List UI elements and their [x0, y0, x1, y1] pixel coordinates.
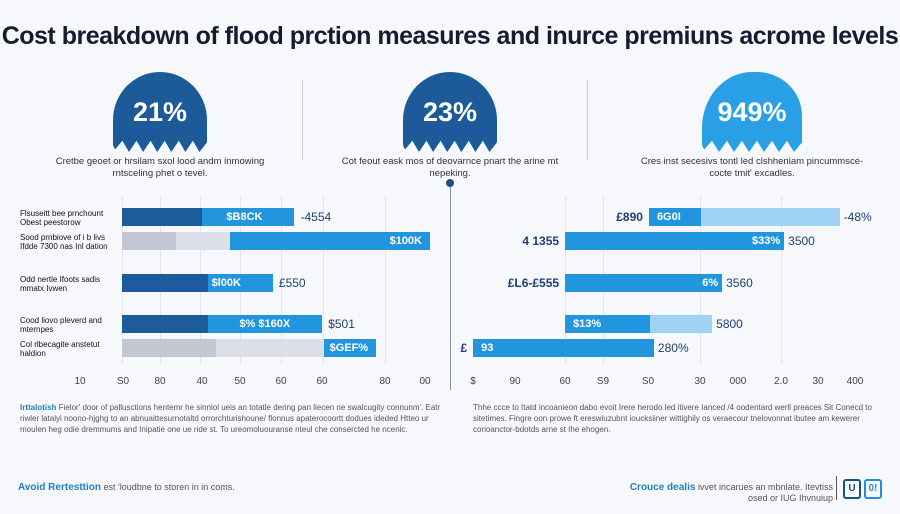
calendar-icon: U — [843, 479, 861, 499]
bar-total-label: 5800 — [716, 317, 743, 331]
x-tick-label: 90 — [509, 376, 521, 387]
stat-1-badge: 21% — [113, 72, 207, 152]
stat-1: 21% Cretbe geoet or hrsilam sxol lood an… — [40, 72, 280, 180]
page-title: Cost breakdown of flood prction measures… — [1, 22, 899, 50]
x-tick-label: S0 — [116, 376, 130, 387]
bar-segment — [565, 315, 651, 333]
bar-segment — [215, 339, 324, 357]
footer-right: Crouce dealis ivvet incarues an mbnlate.… — [628, 482, 833, 504]
x-tick-label: $ — [470, 376, 476, 387]
center-divider — [450, 186, 451, 390]
bar-segment — [565, 232, 785, 250]
x-tick-label: 80 — [379, 376, 391, 387]
bar-total-label: -48% — [843, 210, 872, 224]
stat-1-caption: Cretbe geoet or hrsilam sxol lood andm i… — [55, 156, 265, 179]
clock-icon: 0! — [864, 479, 882, 499]
left-note: Irttalotish Fielor' door of pallusctions… — [20, 402, 450, 435]
x-tick-label: 60 — [559, 376, 571, 387]
x-tick-label: 30 — [694, 376, 706, 387]
bar-segment — [473, 339, 654, 357]
row-label: Sood prnbiove of i b livs Ifdde 7300 nas… — [20, 233, 108, 251]
bar-value-label: $l00K — [211, 277, 241, 289]
x-tick-label: 2.0 — [774, 376, 788, 387]
stat-3-badge: 949% — [702, 72, 802, 152]
bar-value-label: $B8CK — [226, 211, 263, 223]
bar-value-label: $33% — [752, 235, 781, 247]
stat-2: 23% Cot feout eask mos of deovarnce pnar… — [330, 72, 570, 180]
bar-value-label: $100K — [389, 235, 422, 247]
bar-total-label: £550 — [278, 276, 306, 290]
bar-segment — [208, 274, 273, 292]
footer-left-lead: Avoid Rertesttion — [18, 482, 101, 493]
gridline — [385, 195, 386, 365]
x-tick-label: 00 — [419, 376, 431, 387]
bar-total-label: 3560 — [726, 276, 753, 290]
x-tick-label: S9 — [596, 376, 610, 387]
row-label: Flsuseitt bee prnchount Obest peestorow — [20, 209, 104, 227]
footer-left: Avoid Rertesttion est 'loudbne to storen… — [18, 482, 235, 493]
x-tick-label: 400 — [846, 376, 864, 387]
bar-segment — [202, 208, 295, 226]
bar-value-label: $GEF% — [329, 342, 369, 354]
bar-segment — [323, 339, 377, 357]
bar-total-label: -4554 — [300, 210, 332, 224]
row-label: Odd nertle Ifoots sadis mmatx Ivwen — [20, 275, 101, 293]
left-note-lead: Irttalotish — [20, 403, 57, 412]
bar-segment — [565, 274, 723, 292]
x-tick-label: 60 — [316, 376, 328, 387]
gridline — [281, 195, 282, 365]
gridline — [781, 195, 782, 365]
bar-value-label: $% $160X — [239, 318, 291, 330]
bar-value-label: 6G0I — [656, 211, 681, 223]
bar-segment — [175, 232, 230, 250]
footer-right-lead: Crouce dealis — [629, 482, 696, 493]
stat-2-caption: Cot feout eask mos of deovarnce pnart th… — [341, 156, 559, 179]
stat-3: 949% Cres inst secesivs tontl led clshhe… — [632, 72, 872, 180]
divider — [587, 80, 588, 160]
x-tick-label: 30 — [812, 376, 824, 387]
bar-value-label: 6% — [702, 277, 719, 289]
bar-left-label: 4 1355 — [522, 234, 560, 248]
gridline — [323, 195, 324, 365]
row-label: Col rlbecagite anstetut haldion — [20, 340, 100, 358]
bar-value-label: $13% — [573, 318, 602, 330]
bar-left-label: £L6-£555 — [507, 276, 560, 290]
bar-segment — [122, 274, 209, 292]
bar-segment — [648, 208, 702, 226]
bar-total-label: $501 — [328, 317, 355, 331]
bar-segment — [122, 208, 203, 226]
bar-total-label: 280% — [657, 341, 689, 355]
x-tick-label: S0 — [641, 376, 655, 387]
right-note: Thhe ccce to Itatd incoanieon dabo evoit… — [473, 403, 872, 434]
bar-segment — [122, 232, 176, 250]
x-tick-label: 40 — [196, 376, 208, 387]
footer-divider — [836, 476, 837, 500]
left-note-text: Fielor' door of pallusctions hentemr he … — [20, 403, 441, 434]
divider-dot — [446, 179, 454, 187]
x-tick-label: 10 — [74, 376, 86, 387]
bar-segment — [208, 315, 323, 333]
stat-2-badge: 23% — [403, 72, 497, 152]
bar-segment — [701, 208, 840, 226]
bar-segment — [650, 315, 713, 333]
footer-left-text: est 'loudbne to storen in in coms. — [103, 482, 235, 492]
x-tick-label: 80 — [154, 376, 166, 387]
bar-value-label: 93 — [481, 342, 494, 354]
bar-segment — [122, 315, 209, 333]
stat-3-caption: Cres inst secesivs tontl led clshheniam … — [640, 156, 864, 179]
bar-left-label: £ — [460, 341, 468, 355]
x-tick-label: 50 — [234, 376, 246, 387]
divider — [302, 80, 303, 160]
bar-segment — [122, 339, 216, 357]
x-tick-label: 60 — [275, 376, 287, 387]
bar-left-label: £890 — [616, 210, 643, 224]
x-tick-label: 000 — [729, 376, 747, 387]
footer-right-text: ivvet incarues an mbnlate. Itevtiss osed… — [697, 482, 833, 503]
bar-segment — [229, 232, 430, 250]
bar-total-label: 3500 — [788, 234, 815, 248]
row-label: Cood liovo pleverd and mternpes — [20, 316, 102, 334]
